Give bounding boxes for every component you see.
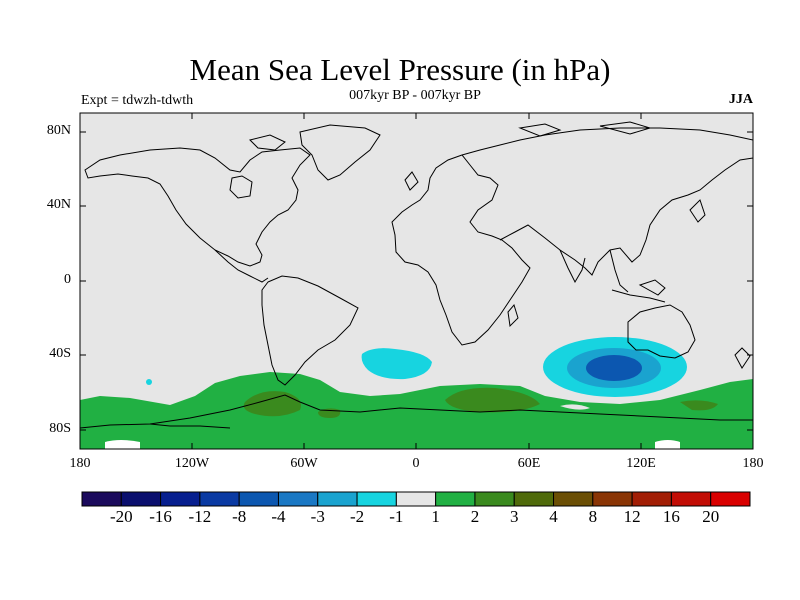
land-patch-2: [655, 440, 680, 449]
colorbar-swatch: [120, 491, 162, 507]
colorbar-swatch: [670, 491, 712, 507]
colorbar-tick-label: 3: [509, 507, 519, 526]
colorbar-swatch: [553, 491, 594, 507]
coast-australia: [627, 304, 696, 359]
lon-label-180w: 180: [69, 456, 91, 471]
anomaly-darkgreen-4: [680, 400, 718, 411]
coast-north-america: [84, 147, 311, 267]
colorbar-tick-label: -12: [188, 507, 212, 526]
colorbar-swatch: [631, 491, 672, 507]
coast-antarctica: [80, 394, 753, 429]
anomaly-layer: [80, 337, 753, 449]
anomaly-darkblue-australia: [586, 355, 642, 381]
colorbar-swatch: [160, 491, 201, 507]
coast-south-america: [261, 275, 359, 386]
coast-asia: [461, 127, 753, 276]
colorbar-tick-label: -20: [109, 507, 133, 526]
colorbar-swatch: [474, 491, 515, 507]
anomaly-green-band: [80, 372, 753, 449]
colorbar-tick-label: -1: [389, 507, 404, 526]
colorbar-tick-label: 12: [623, 507, 641, 526]
colorbar-tick-label: 4: [549, 507, 558, 526]
lat-label-80n: 80N: [46, 123, 71, 138]
lat-label-80s: 80S: [49, 421, 71, 436]
colorbar-swatch: [277, 491, 319, 507]
lat-label-40s: 40S: [49, 346, 71, 361]
colorbar-swatch: [317, 491, 358, 507]
chart-title: Mean Sea Level Pressure (in hPa): [189, 52, 611, 87]
lat-label-40n: 40N: [46, 197, 71, 212]
colorbar-tick-label: 8: [588, 507, 598, 526]
colorbar-swatch: [356, 491, 397, 507]
colorbar-tick-label: 1: [431, 507, 440, 526]
lon-label-60e: 60E: [517, 456, 541, 471]
chart-subtitle: 007kyr BP - 007kyr BP: [349, 88, 481, 103]
lon-label-180e: 180: [742, 456, 764, 471]
colorbar-swatch: [513, 491, 555, 507]
anomaly-darkgreen-1: [243, 391, 301, 417]
lat-ticks: [80, 131, 753, 431]
land-patch-3: [560, 404, 590, 410]
lon-label-120w: 120W: [174, 456, 210, 471]
colorbar-swatch: [710, 491, 751, 507]
coast-greenland: [299, 124, 381, 181]
anomaly-cyan-dot: [146, 379, 152, 385]
colorbar-tick-label: 2: [470, 507, 480, 526]
colorbar-tick-label: 16: [662, 507, 680, 526]
colorbar-tick-label: -2: [349, 507, 365, 526]
colorbar-swatch: [238, 491, 279, 507]
colorbar-swatch: [435, 491, 476, 507]
colorbar-swatch: [199, 491, 240, 507]
colorbar-swatch: [592, 491, 633, 507]
lon-label-0: 0: [412, 456, 420, 471]
coastlines: [80, 121, 753, 429]
lon-label-120e: 120E: [626, 456, 656, 471]
lat-label-0: 0: [64, 272, 71, 287]
land-patch-1: [105, 440, 140, 449]
colorbar-tick-label: -4: [271, 507, 286, 526]
season-label: JJA: [728, 92, 753, 107]
anomaly-darkgreen-2: [445, 387, 540, 413]
lon-ticks: [191, 113, 642, 449]
experiment-label: Expt = tdwzh-tdwth: [81, 93, 194, 108]
colorbar-tick-label: 20: [702, 507, 720, 526]
colorbar-swatch: [81, 491, 122, 507]
colorbar-tick-label: -8: [232, 507, 247, 526]
coast-europe-africa: [391, 154, 531, 346]
colorbar-tick-label: -3: [310, 507, 325, 526]
colorbar: [81, 491, 751, 507]
lon-label-60w: 60W: [290, 456, 318, 471]
colorbar-tick-label: -16: [149, 507, 172, 526]
anomaly-cyan-atlantic: [361, 348, 432, 380]
colorbar-swatch: [395, 491, 437, 507]
